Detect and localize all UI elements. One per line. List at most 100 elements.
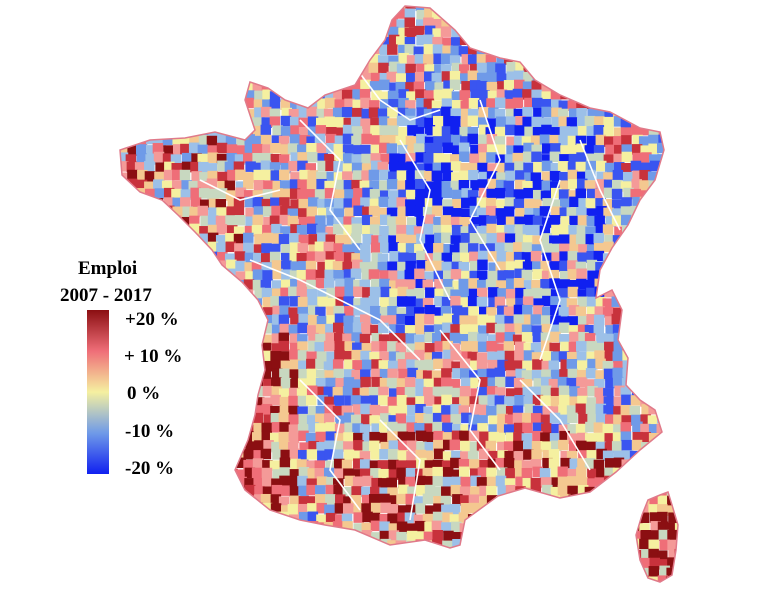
- commune-cell: [405, 63, 416, 75]
- commune-cell: [236, 549, 247, 561]
- commune-cell: [371, 477, 382, 489]
- commune-cell: [668, 7, 678, 19]
- commune-cell: [368, 386, 380, 398]
- commune-cell: [677, 531, 678, 543]
- commune-cell: [289, 369, 301, 380]
- commune-cell: [470, 377, 481, 389]
- commune-cell: [144, 55, 155, 66]
- commune-cell: [659, 539, 670, 550]
- commune-cell: [244, 90, 255, 101]
- commune-cell: [334, 433, 346, 444]
- commune-cell: [342, 144, 354, 155]
- commune-cell: [550, 324, 561, 336]
- commune-cell: [379, 270, 390, 281]
- commune-cell: [137, 234, 148, 245]
- commune-cell: [603, 388, 614, 399]
- commune-cell: [325, 8, 336, 20]
- commune-cell: [108, 163, 119, 174]
- commune-cell: [441, 126, 453, 137]
- commune-cell: [334, 117, 345, 128]
- commune-cell: [620, 269, 632, 280]
- commune-cell: [189, 90, 201, 101]
- commune-cell: [306, 385, 318, 397]
- commune-cell: [200, 477, 211, 488]
- commune-cell: [333, 440, 345, 452]
- commune-cell: [640, 475, 651, 487]
- commune-cell: [434, 64, 445, 75]
- commune-cell: [593, 314, 605, 326]
- commune-cell: [577, 125, 589, 137]
- commune-cell: [521, 433, 533, 444]
- commune-cell: [99, 477, 110, 488]
- commune-cell: [197, 431, 209, 442]
- commune-cell: [199, 251, 210, 262]
- commune-cell: [163, 493, 175, 505]
- commune-cell: [413, 127, 425, 138]
- commune-cell: [488, 107, 499, 119]
- commune-cell: [173, 288, 184, 300]
- commune-cell: [450, 235, 462, 246]
- commune-cell: [199, 538, 211, 550]
- commune-cell: [605, 414, 616, 425]
- commune-cell: [640, 72, 651, 83]
- commune-cell: [505, 549, 516, 561]
- commune-cell: [530, 342, 542, 354]
- commune-cell: [577, 252, 588, 263]
- commune-cell: [614, 226, 625, 237]
- commune-cell: [695, 332, 706, 343]
- commune-cell: [199, 442, 211, 453]
- commune-cell: [272, 181, 283, 192]
- commune-cell: [441, 106, 452, 118]
- commune-cell: [126, 584, 137, 595]
- commune-cell: [308, 340, 319, 352]
- commune-cell: [396, 313, 407, 325]
- commune-cell: [261, 198, 273, 210]
- commune-cell: [271, 565, 282, 577]
- commune-cell: [523, 26, 535, 37]
- commune-cell: [335, 494, 346, 505]
- legend-colorbar: [87, 310, 109, 474]
- commune-cell: [640, 423, 651, 435]
- commune-cell: [468, 331, 479, 343]
- commune-cell: [290, 224, 301, 235]
- commune-cell: [289, 333, 301, 344]
- commune-cell: [262, 89, 273, 101]
- commune-cell: [342, 163, 354, 174]
- commune-cell: [694, 136, 705, 147]
- commune-cell: [326, 476, 337, 488]
- commune-cell: [296, 53, 308, 64]
- commune-cell: [596, 171, 607, 183]
- commune-cell: [172, 241, 184, 253]
- commune-cell: [649, 594, 660, 602]
- commune-cell: [468, 97, 480, 109]
- commune-cell: [126, 512, 137, 523]
- commune-cell: [343, 315, 354, 327]
- commune-cell: [287, 504, 299, 515]
- commune-cell: [226, 440, 238, 452]
- commune-cell: [449, 379, 461, 390]
- commune-cell: [685, 513, 696, 524]
- commune-cell: [371, 252, 382, 263]
- commune-cell: [108, 487, 119, 498]
- commune-cell: [170, 297, 182, 309]
- commune-cell: [477, 134, 489, 146]
- commune-cell: [684, 109, 695, 120]
- commune-cell: [324, 64, 336, 75]
- commune-cell: [297, 25, 308, 37]
- commune-cell: [387, 305, 398, 317]
- commune-cell: [120, 9, 128, 20]
- commune-cell: [235, 413, 247, 424]
- commune-cell: [217, 46, 228, 57]
- commune-cell: [558, 503, 570, 515]
- commune-cell: [568, 586, 579, 597]
- commune-cell: [343, 496, 354, 507]
- commune-cell: [658, 585, 669, 596]
- commune-cell: [315, 333, 326, 345]
- commune-cell: [415, 593, 426, 602]
- commune-cell: [513, 136, 525, 147]
- commune-cell: [323, 241, 335, 253]
- commune-cell: [621, 197, 632, 208]
- commune-cell: [379, 17, 391, 28]
- commune-cell: [649, 313, 661, 325]
- commune-cell: [557, 484, 569, 496]
